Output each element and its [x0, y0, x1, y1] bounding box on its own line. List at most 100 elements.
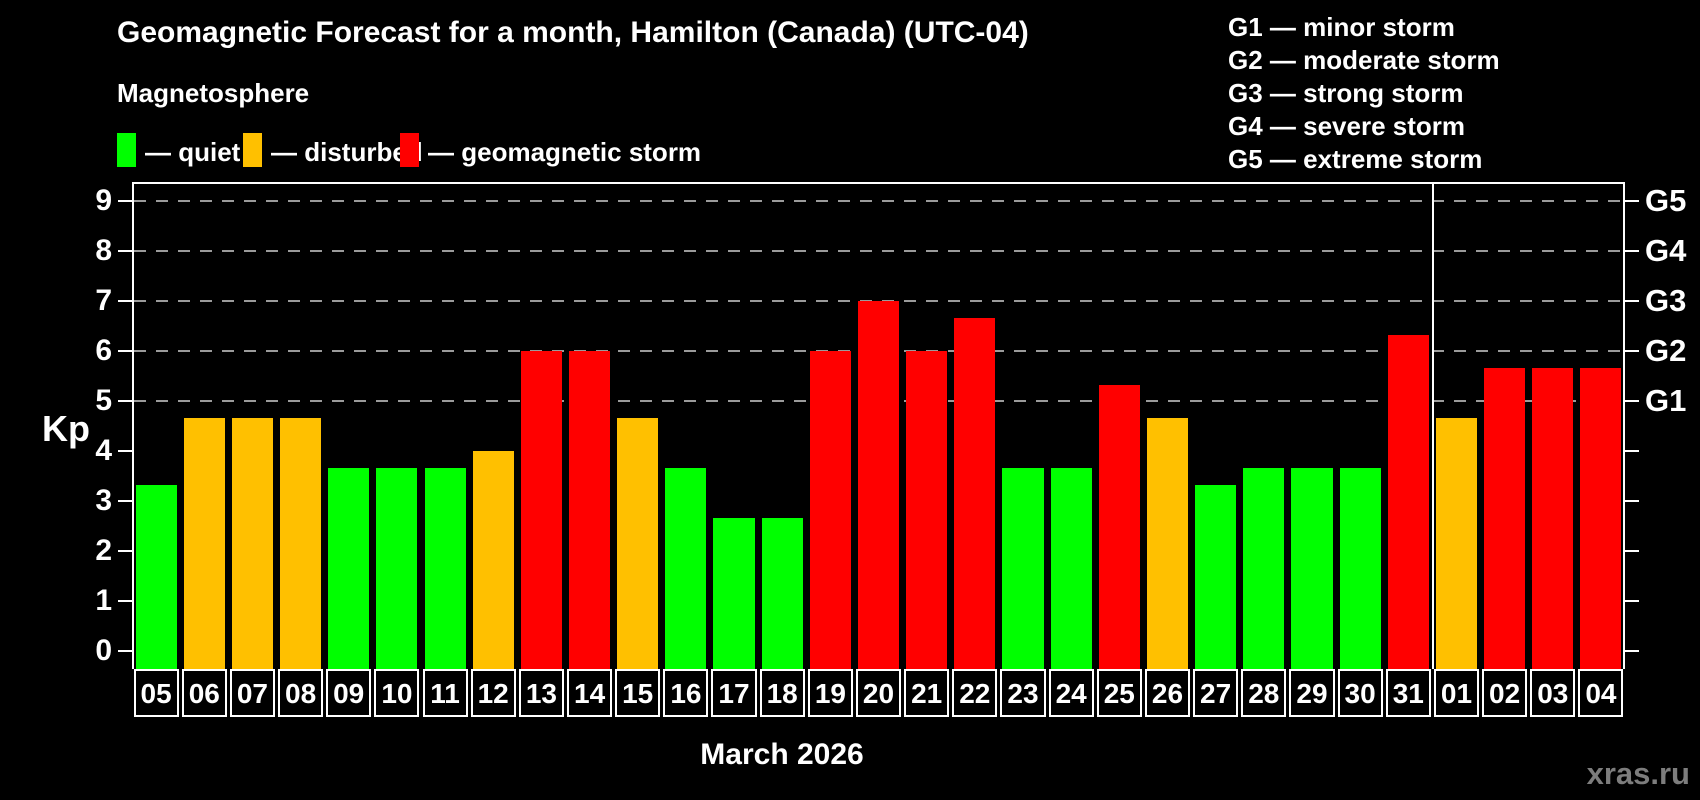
gridline-kp8: [134, 250, 1623, 252]
bar-day-16: [665, 467, 707, 669]
day-label-11: 11: [422, 669, 468, 717]
bar-day-14: [569, 351, 611, 669]
y-tick-left-0: [118, 650, 132, 652]
y-tick-right-8: [1625, 250, 1639, 252]
bar-day-29: [1291, 467, 1333, 669]
day-label-10: 10: [374, 669, 420, 717]
bar-day-10: [376, 467, 418, 669]
day-label-31: 31: [1385, 669, 1431, 717]
bar-day-01: [1435, 417, 1478, 669]
bar-day-31: [1387, 334, 1429, 669]
day-label-22: 22: [952, 669, 998, 717]
day-label-19: 19: [807, 669, 853, 717]
y-tick-left-2: [118, 550, 132, 552]
chart-subtitle: Magnetosphere: [117, 78, 310, 108]
day-label-17: 17: [711, 669, 757, 717]
bar-day-03: [1532, 367, 1574, 669]
day-label-04: 04: [1578, 669, 1624, 717]
y-tick-right-2: [1625, 550, 1639, 552]
y-tick-left-6: [118, 350, 132, 352]
y-tick-left-1: [118, 600, 132, 602]
bar-day-27: [1195, 484, 1237, 669]
legend-label-disturbed: — disturbed: [271, 137, 423, 167]
bar-day-02: [1484, 367, 1526, 669]
day-label-20: 20: [855, 669, 902, 717]
month-separator-line: [1432, 182, 1435, 669]
bar-day-07: [231, 417, 273, 669]
bar-day-12: [472, 451, 514, 669]
day-label-15: 15: [615, 669, 661, 717]
y-tick-right-4: [1625, 450, 1639, 452]
right-axis-label-g1: G1: [1645, 383, 1687, 418]
bar-day-26: [1146, 417, 1189, 669]
legend-label-quiet: — quiet: [145, 137, 241, 167]
y-tick-label-3: 3: [95, 484, 112, 517]
y-tick-left-5: [118, 400, 132, 402]
right-axis-label-g5: G5: [1645, 183, 1687, 218]
bar-day-17: [713, 517, 755, 669]
bar-day-18: [761, 517, 803, 669]
g-scale-legend-g2: G2 — moderate storm: [1228, 45, 1500, 75]
day-label-01: 01: [1433, 669, 1480, 717]
bar-day-21: [906, 351, 948, 669]
y-tick-left-7: [118, 300, 132, 302]
day-label-25: 25: [1096, 669, 1142, 717]
bar-day-13: [520, 351, 562, 669]
day-label-24: 24: [1048, 669, 1094, 717]
legend-swatch-disturbed: [243, 133, 262, 167]
day-label-14: 14: [567, 669, 613, 717]
legend-swatch-storm: [400, 133, 419, 167]
day-label-21: 21: [904, 669, 950, 717]
y-tick-label-8: 8: [95, 234, 112, 267]
y-tick-right-6: [1625, 350, 1639, 352]
g-scale-legend: G1 — minor storm G2 — moderate storm G3 …: [1228, 11, 1500, 176]
bar-day-04: [1580, 367, 1622, 669]
plot-area: [132, 182, 1625, 669]
chart-title: Geomagnetic Forecast for a month, Hamilt…: [117, 16, 1029, 49]
g-scale-legend-g1: G1 — minor storm: [1228, 12, 1455, 42]
day-label-02: 02: [1482, 669, 1528, 717]
y-tick-right-5: [1625, 400, 1639, 402]
bar-day-11: [424, 467, 466, 669]
bar-day-15: [617, 417, 659, 669]
bar-day-30: [1339, 467, 1381, 669]
y-tick-label-6: 6: [95, 334, 112, 367]
y-tick-right-3: [1625, 500, 1639, 502]
y-tick-right-0: [1625, 650, 1639, 652]
y-tick-label-4: 4: [95, 434, 112, 467]
day-label-09: 09: [326, 669, 372, 717]
y-tick-label-9: 9: [95, 184, 112, 217]
day-label-16: 16: [663, 669, 709, 717]
y-tick-right-1: [1625, 600, 1639, 602]
day-label-29: 29: [1289, 669, 1335, 717]
bar-day-22: [954, 317, 996, 669]
g-scale-legend-g5: G5 — extreme storm: [1228, 144, 1483, 174]
bar-day-08: [280, 417, 322, 669]
bar-day-20: [857, 301, 900, 669]
day-label-23: 23: [1000, 669, 1046, 717]
day-label-06: 06: [181, 669, 227, 717]
legend-label-storm: — geomagnetic storm: [428, 137, 702, 167]
gridline-kp9: [134, 200, 1623, 202]
legend-swatch-quiet: [117, 133, 136, 167]
day-label-18: 18: [759, 669, 805, 717]
bar-day-19: [809, 351, 851, 669]
y-tick-right-7: [1625, 300, 1639, 302]
y-tick-left-8: [118, 250, 132, 252]
bar-day-24: [1050, 467, 1092, 669]
y-tick-label-0: 0: [95, 634, 112, 667]
bar-day-09: [328, 467, 370, 669]
y-tick-left-3: [118, 500, 132, 502]
bar-day-05: [135, 484, 177, 669]
bar-day-25: [1098, 384, 1140, 669]
day-label-07: 07: [229, 669, 275, 717]
y-tick-right-9: [1625, 200, 1639, 202]
y-tick-label-7: 7: [95, 284, 112, 317]
y-tick-label-5: 5: [95, 384, 112, 417]
day-label-27: 27: [1193, 669, 1239, 717]
watermark: xras.ru: [1586, 756, 1690, 791]
g-scale-legend-g3: G3 — strong storm: [1228, 78, 1464, 108]
bar-day-06: [183, 417, 225, 669]
